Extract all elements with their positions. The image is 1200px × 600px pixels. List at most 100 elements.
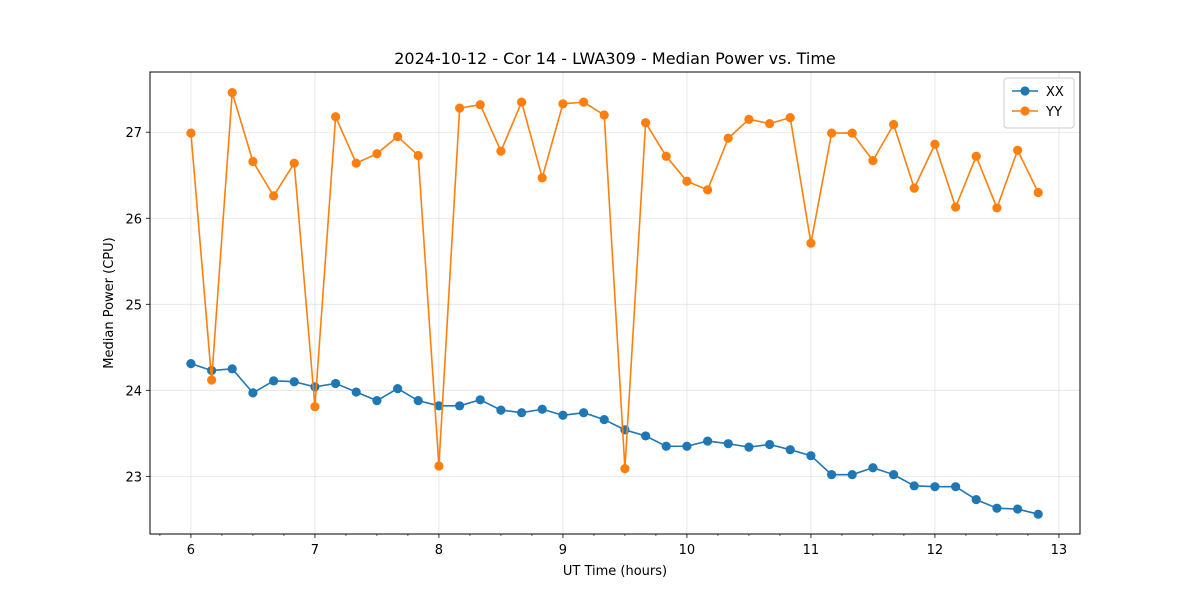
x-tick-label: 6 <box>187 543 195 558</box>
data-point-yy <box>889 119 899 130</box>
data-point-xx <box>951 482 961 492</box>
legend-label: YY <box>1045 105 1062 120</box>
data-point-yy <box>351 158 361 168</box>
data-point-yy <box>455 103 465 113</box>
data-point-yy <box>434 461 444 471</box>
data-point-xx <box>331 378 341 389</box>
data-point-xx <box>289 377 299 387</box>
data-point-xx <box>930 482 940 492</box>
data-point-xx <box>434 401 444 411</box>
x-axis-label: UT Time (hours) <box>563 564 667 579</box>
data-point-xx <box>599 414 609 425</box>
data-point-xx <box>455 401 465 411</box>
data-point-xx <box>393 384 403 394</box>
x-tick-label: 8 <box>435 543 443 558</box>
data-point-xx <box>475 395 485 405</box>
data-point-yy <box>517 97 527 107</box>
data-point-yy <box>765 119 775 129</box>
y-axis-label: Median Power (CPU) <box>102 237 117 368</box>
data-point-yy <box>909 183 919 193</box>
data-point-yy <box>744 114 754 124</box>
legend-label: XX <box>1046 85 1064 100</box>
data-point-yy <box>579 97 589 107</box>
data-point-xx <box>351 387 361 397</box>
data-point-yy <box>599 110 609 120</box>
data-point-xx <box>723 439 733 449</box>
data-point-yy <box>496 146 506 156</box>
data-point-xx <box>1013 504 1023 514</box>
data-point-yy <box>269 191 279 201</box>
data-point-yy <box>248 156 258 167</box>
data-point-xx <box>827 470 837 480</box>
data-point-xx <box>661 441 671 451</box>
data-point-xx <box>496 405 506 415</box>
data-point-yy <box>393 131 403 142</box>
data-point-xx <box>372 396 382 406</box>
y-tick-label: 26 <box>125 212 142 227</box>
data-point-yy <box>723 133 733 143</box>
data-point-yy <box>971 151 981 161</box>
legend: XX YY <box>1003 77 1075 129</box>
data-point-yy <box>930 139 940 149</box>
data-point-yy <box>372 149 382 159</box>
x-tick-label: 10 <box>679 543 696 558</box>
data-point-yy <box>207 375 217 385</box>
data-point-yy <box>682 176 692 186</box>
data-point-xx <box>537 404 547 414</box>
data-point-yy <box>558 99 568 109</box>
data-point-xx <box>186 359 196 369</box>
data-point-xx <box>971 494 981 505</box>
data-point-yy <box>537 173 547 183</box>
data-point-xx <box>310 382 320 392</box>
x-tick-label: 12 <box>927 543 944 558</box>
legend-swatch-marker <box>1020 106 1030 116</box>
data-point-yy <box>475 100 485 110</box>
grid-lines <box>150 72 1080 534</box>
data-point-yy <box>992 203 1002 213</box>
series-layer <box>186 88 1043 519</box>
data-point-xx <box>269 376 279 386</box>
data-point-xx <box>558 410 568 420</box>
data-point-xx <box>868 463 878 473</box>
series-line-yy <box>190 91 1039 470</box>
data-point-xx <box>248 388 258 398</box>
data-point-xx <box>889 470 899 480</box>
data-point-xx <box>806 451 816 461</box>
data-point-yy <box>785 112 795 123</box>
data-point-yy <box>1013 145 1023 155</box>
data-point-yy <box>310 402 320 412</box>
data-point-yy <box>951 202 961 212</box>
x-tick-label: 9 <box>559 543 567 558</box>
y-tick-label: 23 <box>125 470 142 485</box>
data-point-yy <box>847 128 857 138</box>
data-point-xx <box>641 431 651 441</box>
data-point-yy <box>703 185 713 195</box>
data-point-yy <box>620 464 630 474</box>
plot-frame <box>149 71 1081 535</box>
data-point-yy <box>413 150 423 161</box>
x-tick-label: 13 <box>1051 543 1068 558</box>
data-point-xx <box>847 470 857 480</box>
y-tick-label: 24 <box>125 384 142 399</box>
data-point-yy <box>289 158 299 168</box>
data-point-xx <box>785 445 795 455</box>
y-tick-label: 25 <box>125 298 142 313</box>
data-point-xx <box>579 408 589 418</box>
data-point-yy <box>641 118 651 128</box>
data-point-xx <box>682 441 692 451</box>
data-point-xx <box>517 408 527 418</box>
data-point-yy <box>806 238 816 248</box>
x-axis: 6 7 8 9 10 11 12 13 <box>159 534 1068 558</box>
data-point-xx <box>765 439 775 450</box>
data-point-xx <box>909 481 919 491</box>
data-point-xx <box>227 364 237 374</box>
y-axis: 23 24 25 26 27 <box>125 126 150 485</box>
data-point-yy <box>186 128 196 138</box>
data-point-yy <box>827 128 837 138</box>
y-tick-label: 27 <box>125 126 142 141</box>
x-tick-label: 7 <box>311 543 319 558</box>
data-point-yy <box>868 156 878 166</box>
legend-swatch-marker <box>1020 86 1030 96</box>
data-point-xx <box>992 503 1002 513</box>
